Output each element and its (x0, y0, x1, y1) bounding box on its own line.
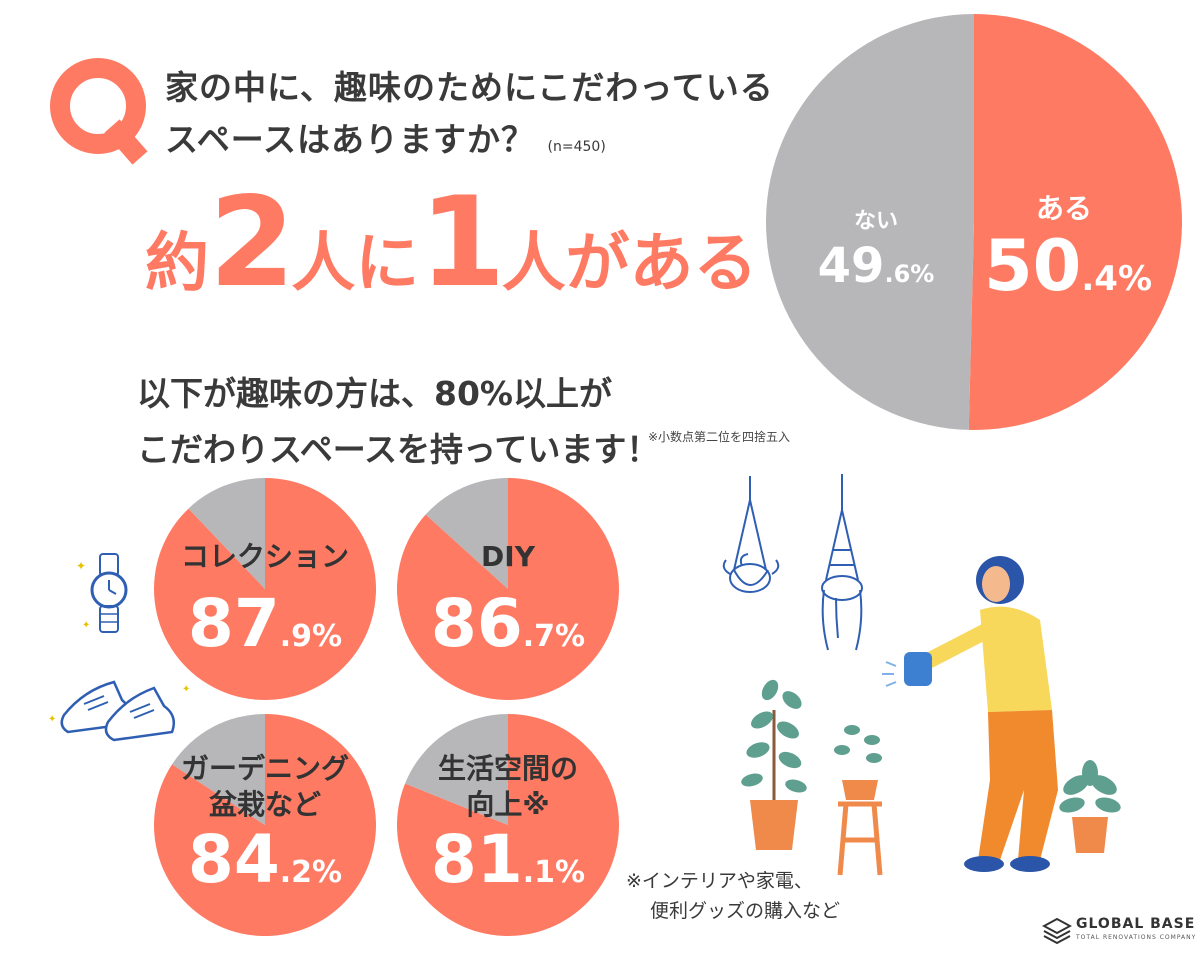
slice-nai-label: ない (854, 209, 898, 234)
pie-value-dec: .9% (280, 619, 342, 654)
items-note: ※インテリアや家電、 便利グッズの購入など (626, 866, 840, 926)
slice-aru-value-dec: .4% (1081, 259, 1152, 299)
pie-slice-no (405, 714, 508, 825)
pie-slice-no (425, 478, 508, 589)
rounding-note: ※小数点第二位を四捨五入 (648, 430, 791, 444)
small-plant-icon (1059, 760, 1121, 853)
logo-name: GLOBAL BASE (1076, 916, 1196, 932)
pie-value-int: 87 (188, 585, 280, 662)
pie-label: コレクション (181, 540, 349, 573)
subhead-line2: こだわりスペースを持っています！ (137, 430, 660, 469)
slice-nai-value: 49.6% (818, 238, 935, 294)
question-line2: スペースはありますか？ (165, 120, 536, 159)
headline-part5: 人がある (501, 227, 758, 301)
slice-nai-value-int: 49 (818, 238, 885, 294)
pie-value-int: 86 (431, 585, 523, 662)
question-text: 家の中に、趣味のためにこだわっている スペースはありますか？ (n=450) (165, 62, 774, 173)
hanging-plants-icon (722, 474, 863, 651)
pie-value-dec: .7% (523, 619, 585, 654)
pie-value: 87.9% (188, 585, 342, 662)
pie-diy: DIY 86.7% (397, 478, 619, 700)
person-watering-icon (882, 556, 1058, 872)
logo-mark-icon (1042, 917, 1072, 945)
pie-label: 盆栽など (209, 788, 321, 821)
slice-aru-label: ある (1036, 192, 1092, 225)
subhead-line1: 以下が趣味の方は、80%以上が (137, 374, 612, 413)
subhead: 以下が趣味の方は、80%以上が こだわりスペースを持っています！ (137, 366, 659, 478)
pie-collection: コレクション 87.9% (154, 478, 376, 700)
slice-aru-value-int: 50 (984, 225, 1081, 307)
svg-text:✦: ✦ (48, 714, 56, 725)
headline-part4: 1 (419, 171, 505, 315)
slice-nai-value-dec: .6% (884, 260, 934, 288)
pie-value-int: 84 (188, 821, 280, 898)
pie-label: 向上※ (466, 788, 549, 821)
logo-tagline: TOTAL RENOVATIONS COMPANY (1076, 934, 1197, 941)
items-note-line2: 便利グッズの購入など (650, 900, 841, 922)
pie-label: DIY (481, 540, 536, 573)
pie-slice-no (172, 714, 265, 825)
svg-text:✦: ✦ (76, 559, 86, 573)
headline-part2: 2 (209, 171, 295, 315)
pie-value-dec: .2% (280, 855, 342, 890)
global-base-logo: GLOBAL BASE TOTAL RENOVATIONS COMPANY (1042, 912, 1196, 952)
question-line1: 家の中に、趣味のためにこだわっている (165, 68, 774, 107)
potted-plants-icon (741, 679, 883, 876)
q-letter-icon (50, 58, 148, 165)
pie-label: ガーデニング (181, 752, 349, 785)
svg-text:✦: ✦ (82, 620, 90, 631)
sneakers-icon: ✦ ✦ (48, 680, 190, 742)
slice-aru (968, 14, 1182, 430)
headline-part3: 人に (291, 227, 420, 301)
pie-value-int: 81 (431, 821, 523, 898)
sample-size: (n=450) (547, 139, 606, 155)
pie-value: 86.7% (431, 585, 585, 662)
items-note-line1: ※インテリアや家電、 (626, 870, 813, 892)
slice-aru-value: 50.4% (984, 225, 1152, 307)
pie-slice-no (188, 478, 265, 589)
pie-value: 84.2% (188, 821, 342, 898)
headline-part1: 約 (145, 227, 209, 301)
pie-label: 生活空間の (438, 752, 578, 785)
svg-text:✦: ✦ (182, 684, 190, 695)
pie-slice-yes (153, 714, 376, 936)
slice-nai (765, 14, 974, 430)
watch-icon: ✦ ✦ (76, 553, 128, 633)
pie-value-dec: .1% (523, 855, 585, 890)
pie-value: 81.1% (431, 821, 585, 898)
headline: 約2人に1人がある (145, 178, 758, 345)
